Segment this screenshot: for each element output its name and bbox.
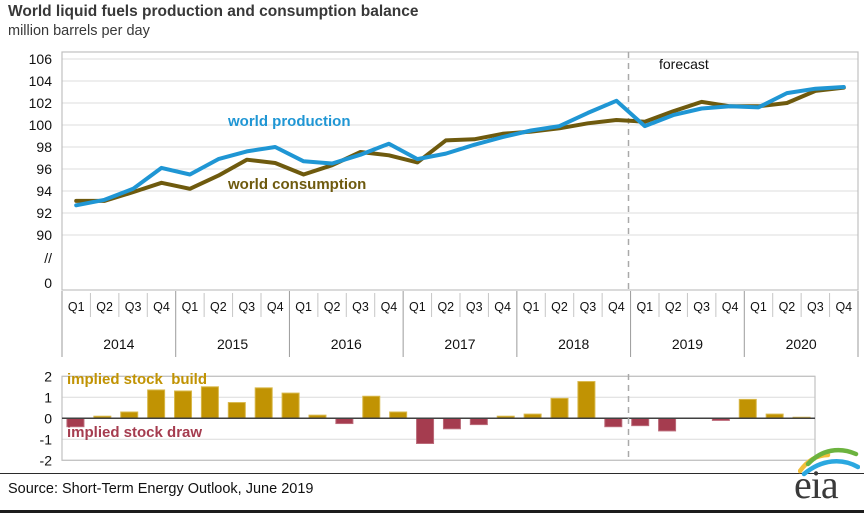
svg-text:Q1: Q1: [750, 300, 767, 314]
svg-text:Q1: Q1: [295, 300, 312, 314]
svg-text:0: 0: [44, 275, 52, 291]
svg-text:Q3: Q3: [693, 300, 710, 314]
svg-text:2016: 2016: [331, 336, 362, 352]
implied-stock-draw-label: implied stock draw: [67, 424, 203, 441]
svg-text:Q2: Q2: [665, 300, 682, 314]
svg-text:Q2: Q2: [437, 300, 454, 314]
svg-text:Q2: Q2: [324, 300, 341, 314]
svg-text:2018: 2018: [558, 336, 589, 352]
forecast-label: forecast: [659, 56, 709, 72]
svg-text:Q3: Q3: [125, 300, 142, 314]
source-divider: [0, 473, 864, 474]
svg-text:Q2: Q2: [551, 300, 568, 314]
svg-text:96: 96: [36, 161, 52, 177]
svg-text:Q2: Q2: [96, 300, 113, 314]
svg-text:90: 90: [36, 227, 52, 243]
implied-stock-build-label: implied stock build: [67, 371, 208, 388]
eia-logo: eia: [790, 447, 862, 509]
svg-text:Q4: Q4: [153, 300, 170, 314]
svg-text:2019: 2019: [672, 336, 703, 352]
svg-text:104: 104: [29, 73, 53, 89]
svg-text:Q4: Q4: [267, 300, 284, 314]
svg-text:Q2: Q2: [779, 300, 796, 314]
world-consumption-label: world consumption: [228, 176, 367, 193]
svg-text:-1: -1: [40, 431, 53, 447]
svg-text:Q4: Q4: [494, 300, 511, 314]
svg-text:Q3: Q3: [580, 300, 597, 314]
page-title: World liquid fuels production and consum…: [8, 3, 419, 20]
svg-text:102: 102: [29, 95, 53, 111]
svg-text:-2: -2: [40, 452, 53, 468]
page-subtitle: million barrels per day: [8, 23, 150, 39]
svg-text:98: 98: [36, 139, 52, 155]
svg-text:Q1: Q1: [409, 300, 426, 314]
world-production-label: world production: [228, 113, 351, 130]
production-consumption-chart: 106 104 102 100 98 96 94 92 90 // 0 Q1 Q2 Q3 Q4 Q1 Q2 Q3 Q…: [29, 51, 859, 357]
svg-text:100: 100: [29, 117, 53, 133]
eia-logo-text: eia: [794, 462, 839, 507]
svg-text:94: 94: [36, 183, 52, 199]
svg-text:Q3: Q3: [807, 300, 824, 314]
svg-text:2: 2: [44, 368, 52, 384]
svg-text:92: 92: [36, 205, 52, 221]
eia-swoosh-icon: [798, 447, 860, 477]
svg-text:Q4: Q4: [608, 300, 625, 314]
svg-text:106: 106: [29, 51, 53, 67]
svg-text:2020: 2020: [786, 336, 817, 352]
svg-text:Q2: Q2: [210, 300, 227, 314]
svg-text:Q4: Q4: [722, 300, 739, 314]
svg-text:1: 1: [44, 389, 52, 405]
svg-text:0: 0: [44, 410, 52, 426]
svg-text:Q4: Q4: [835, 300, 852, 314]
svg-text:Q4: Q4: [381, 300, 398, 314]
svg-text:Q1: Q1: [182, 300, 199, 314]
svg-text:2015: 2015: [217, 336, 248, 352]
svg-text:2014: 2014: [103, 336, 134, 352]
svg-text://: //: [44, 250, 52, 266]
bottom-border: [0, 510, 864, 513]
svg-text:Q1: Q1: [68, 300, 85, 314]
svg-text:Q3: Q3: [238, 300, 255, 314]
svg-text:Q1: Q1: [523, 300, 540, 314]
svg-text:Q1: Q1: [636, 300, 653, 314]
source-text: Source: Short-Term Energy Outlook, June …: [8, 481, 314, 497]
svg-text:Q3: Q3: [352, 300, 369, 314]
svg-text:Q3: Q3: [466, 300, 483, 314]
svg-text:2017: 2017: [444, 336, 475, 352]
